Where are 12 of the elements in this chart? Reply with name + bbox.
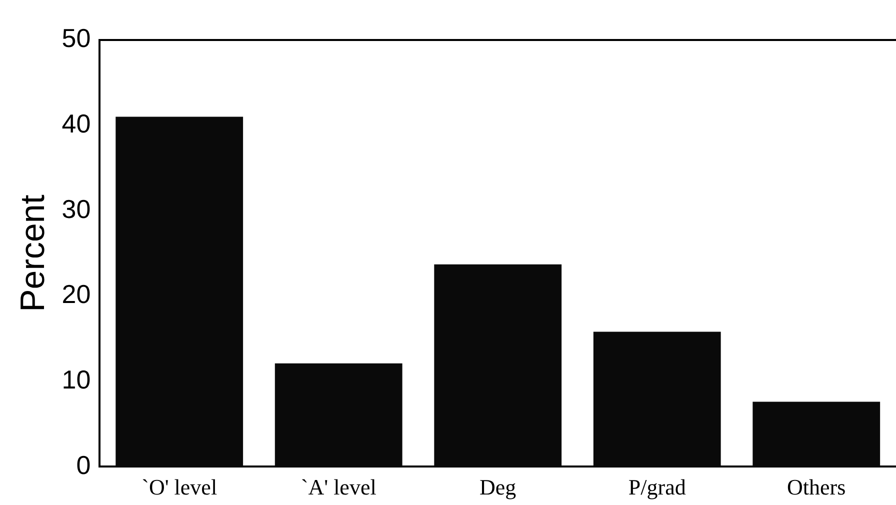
x-tick-label: `O' level xyxy=(142,474,218,500)
y-tick-label: 20 xyxy=(62,279,91,310)
x-tick-label: Others xyxy=(787,474,846,500)
y-tick-label: 10 xyxy=(62,364,91,394)
x-tick-label: `A' level xyxy=(300,474,376,500)
y-tick-label: 50 xyxy=(62,23,91,54)
y-tick-label: 0 xyxy=(76,450,91,480)
y-axis-title: Percent xyxy=(14,194,52,312)
y-tick-label: 40 xyxy=(62,108,91,138)
x-tick-label: P/grad xyxy=(628,474,686,500)
y-tick-label: 30 xyxy=(62,194,91,224)
x-tick-label: Deg xyxy=(480,474,516,500)
